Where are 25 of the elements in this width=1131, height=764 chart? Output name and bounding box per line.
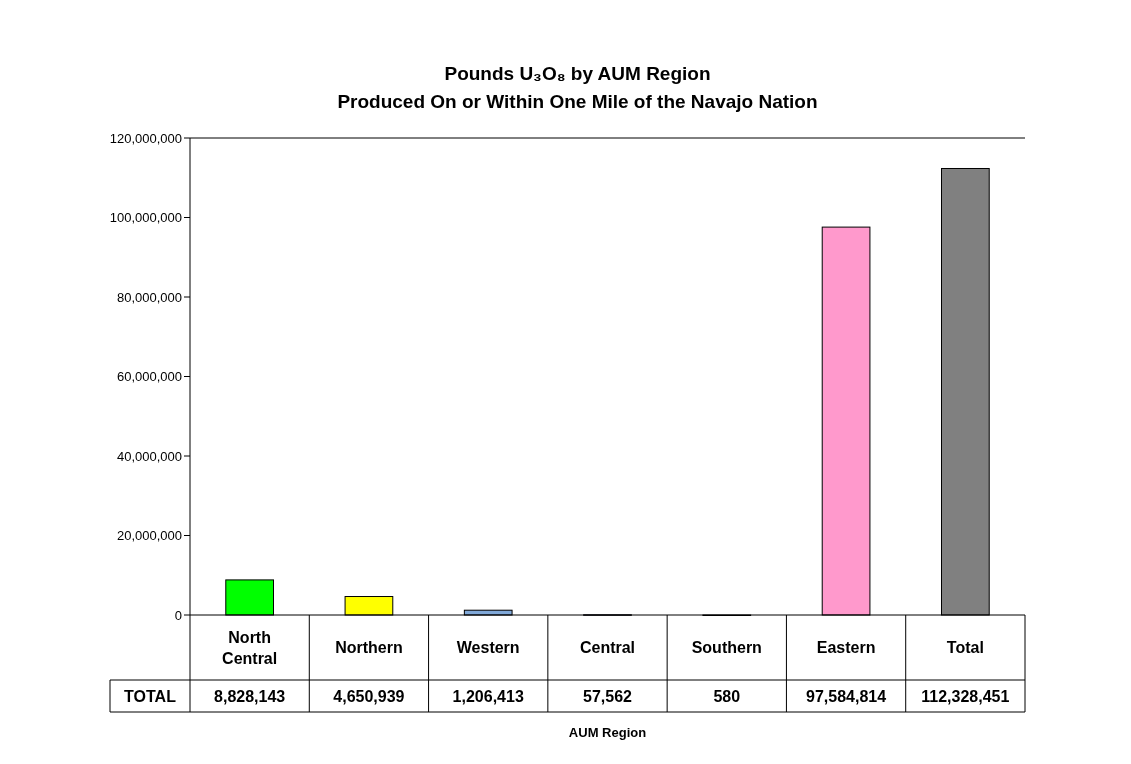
y-tick-label: 40,000,000 bbox=[116, 448, 182, 464]
x-tick-label: Western bbox=[456, 639, 520, 657]
x-tick-label: Northern bbox=[335, 639, 403, 657]
y-tick-label: 120,000,000 bbox=[109, 130, 182, 146]
x-tick-label: Southern bbox=[691, 639, 762, 657]
chart-title: Pounds U₃O₈ by AUM Region bbox=[444, 63, 711, 84]
x-tick-label: Total bbox=[946, 639, 984, 657]
data-label: 4,650,939 bbox=[333, 687, 405, 705]
x-axis-title: AUM Region bbox=[568, 724, 647, 740]
y-tick-label: 60,000,000 bbox=[116, 369, 182, 385]
y-tick-label: 0 bbox=[174, 607, 182, 623]
data-label: 57,562 bbox=[583, 687, 633, 705]
legend-label: TOTAL bbox=[124, 687, 177, 705]
x-tick-label: North Central bbox=[222, 629, 278, 668]
y-tick-label: 20,000,000 bbox=[116, 528, 182, 544]
x-tick-label: Eastern bbox=[816, 639, 876, 657]
chart-subtitle: Produced On or Within One Mile of the Navajo Nation bbox=[337, 91, 818, 112]
y-tick-label: 80,000,000 bbox=[116, 289, 182, 305]
y-tick-label: 100,000,000 bbox=[109, 210, 182, 226]
data-label: 8,828,143 bbox=[214, 687, 286, 705]
data-label: 580 bbox=[713, 687, 741, 705]
x-tick-label: Central bbox=[579, 639, 636, 657]
data-label: 97,584,814 bbox=[806, 687, 887, 705]
data-label: 1,206,413 bbox=[452, 687, 524, 705]
data-label: 112,328,451 bbox=[921, 687, 1010, 705]
